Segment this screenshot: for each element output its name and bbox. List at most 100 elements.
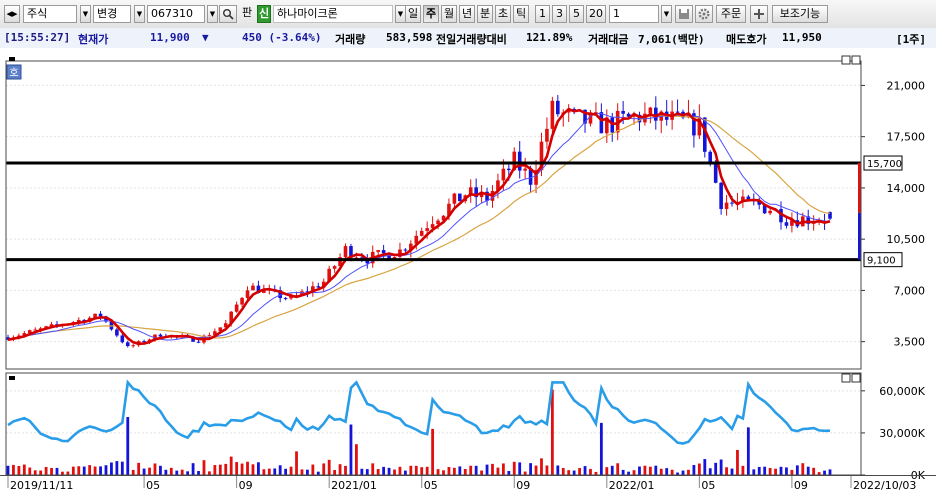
period-tab-year[interactable]: 년 (459, 5, 475, 23)
volume-bar (496, 467, 500, 475)
count-input[interactable]: 1 (609, 5, 659, 23)
volume-bar (82, 466, 86, 475)
candle-body (300, 291, 304, 296)
candle-body (757, 201, 762, 205)
volume-bar (354, 444, 358, 475)
crosshair-icon[interactable] (750, 5, 768, 23)
market-dropdown-icon[interactable]: ▼ (80, 5, 91, 23)
candle-body (240, 297, 244, 305)
volume-bar (186, 471, 190, 475)
candle-body (496, 180, 500, 191)
period-tab-tick[interactable]: 틱 (513, 5, 529, 23)
candle-body (131, 345, 136, 347)
volume-bar (393, 469, 396, 475)
price-panel-minimize-icon[interactable] (841, 55, 851, 65)
period-tab-week[interactable]: 주 (423, 5, 439, 23)
candle-body (458, 193, 462, 202)
period-tab-month[interactable]: 월 (441, 5, 457, 23)
candle-body (692, 113, 696, 136)
candle-body (403, 249, 408, 251)
assist-function-button[interactable]: 보조기능 (772, 5, 828, 23)
range-bar-down (858, 212, 861, 260)
volume-bar (697, 463, 701, 475)
stock-chart[interactable]: 15,700 9,100 21,000 17,500 14,000 10,500 7,00… (0, 48, 936, 500)
volume-bar (93, 466, 97, 475)
volume-bar (240, 463, 244, 475)
volume-panel-close-icon[interactable] (851, 373, 861, 383)
count-dropdown-icon[interactable]: ▼ (661, 5, 672, 23)
candle-body (534, 170, 538, 185)
candle-body (365, 259, 370, 264)
volume-bar (452, 467, 456, 475)
volume-bar (556, 465, 560, 475)
volume-bar (779, 466, 783, 475)
candle-body (33, 329, 38, 331)
volume-bar (403, 470, 407, 475)
volume-bar (806, 466, 810, 475)
stock-code-input[interactable]: 067310 (147, 5, 205, 23)
volume-bar (550, 389, 554, 475)
price-tick-label-1: 17,500 (887, 131, 926, 144)
candle-body (430, 224, 435, 229)
interval-button-3[interactable]: 3 (552, 5, 567, 23)
candle-body (724, 202, 729, 209)
volume-bar (126, 417, 130, 475)
volume-bar (61, 471, 64, 475)
candle-body (376, 250, 380, 252)
volume-bar (659, 468, 663, 475)
down-arrow-icon: ▼ (202, 31, 209, 44)
panel-badge[interactable] (6, 64, 22, 80)
volume-bar (583, 466, 587, 475)
period-tab-minute[interactable]: 분 (477, 5, 493, 23)
candle-body (349, 246, 353, 258)
volume-bar (327, 459, 331, 475)
market-select[interactable]: 주식 (23, 5, 77, 23)
candle-body (588, 112, 593, 124)
search-icon[interactable] (219, 5, 237, 23)
candle-body (38, 328, 43, 330)
volume-bar (812, 467, 816, 475)
volume-bar (616, 463, 620, 475)
volume-bar (322, 463, 326, 475)
volume-bar (316, 471, 320, 475)
volume-bar (295, 451, 298, 475)
candle-body (223, 323, 228, 328)
volume-bar (137, 462, 141, 475)
volume-bar (507, 471, 511, 475)
gear-icon[interactable] (695, 5, 713, 23)
volume-bar (545, 465, 549, 475)
interval-button-1[interactable]: 1 (535, 5, 550, 23)
save-icon[interactable] (675, 5, 693, 23)
candle-body (468, 187, 473, 196)
volume-bar (398, 466, 402, 475)
change-select[interactable]: 변경 (93, 5, 131, 23)
volume-bar (768, 467, 772, 475)
volume-bar (28, 467, 32, 475)
price-panel-close-icon[interactable] (851, 55, 861, 65)
volume-bar (376, 469, 380, 475)
candle-body (615, 110, 620, 133)
code-dropdown-icon[interactable]: ▼ (207, 5, 218, 23)
candle-body (409, 243, 413, 251)
period-tab-second[interactable]: 초 (495, 5, 511, 23)
volume-bar (387, 467, 391, 475)
candle-body (479, 191, 484, 198)
volume-bar (169, 467, 173, 475)
order-button[interactable]: 주문 (716, 5, 746, 23)
volume-bar (589, 468, 592, 475)
candle-body (120, 335, 125, 343)
volume-bar (763, 466, 767, 475)
volume-bar (99, 466, 102, 475)
price-change: 450 (-3.64%) (242, 31, 322, 44)
volume-bar (306, 469, 309, 475)
volume-panel-minimize-icon[interactable] (841, 373, 851, 383)
candle-body (354, 257, 359, 259)
interval-button-5[interactable]: 5 (569, 5, 584, 23)
candle-body (262, 289, 266, 293)
change-dropdown-icon[interactable]: ▼ (134, 5, 145, 23)
period-tab-day[interactable]: 일 (405, 5, 421, 23)
volume-bar (273, 468, 277, 475)
interval-button-20[interactable]: 20 (586, 5, 606, 23)
scroll-arrows-icon[interactable]: ◂▸ (4, 5, 20, 23)
volume-bar (801, 463, 805, 475)
